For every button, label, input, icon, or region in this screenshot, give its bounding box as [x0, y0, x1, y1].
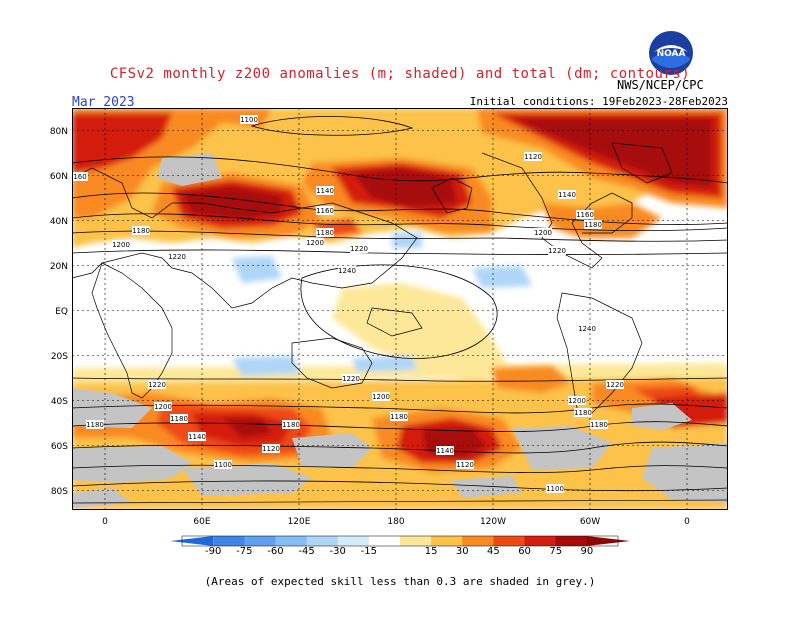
lon-label-60e: 60E: [193, 517, 210, 527]
svg-text:1180: 1180: [86, 421, 104, 429]
initial-conditions: Initial conditions: 19Feb2023-28Feb2023: [469, 95, 728, 108]
svg-text:1200: 1200: [306, 239, 324, 247]
colorbar: [170, 535, 630, 547]
height-contours: [72, 116, 728, 492]
lon-label-0: 0: [102, 517, 108, 527]
coastlines: [72, 142, 728, 504]
colorbar-cell: [213, 536, 245, 546]
colorbar-cell: [337, 536, 370, 546]
colorbar-tick-label: 90: [580, 546, 594, 557]
svg-text:1180: 1180: [584, 221, 602, 229]
lon-label-60w: 60W: [580, 517, 600, 527]
svg-text:1100: 1100: [546, 485, 564, 493]
logo-text: NOAA: [657, 49, 686, 59]
svg-text:1160: 1160: [576, 211, 594, 219]
colorbar-tick-label: 30: [455, 546, 469, 557]
colorbar-tick-label: 15: [424, 546, 438, 557]
svg-text:1240: 1240: [578, 325, 596, 333]
colorbar-tick-label: 75: [549, 546, 563, 557]
svg-text:1180: 1180: [132, 227, 150, 235]
colorbar-cell: [431, 536, 463, 546]
colorbar-cell: [368, 536, 401, 546]
svg-text:1200: 1200: [568, 397, 586, 405]
anomaly-shading-north: [72, 108, 728, 248]
map-frame: [72, 108, 728, 510]
colorbar-tick-label: -45: [298, 546, 315, 557]
svg-text:1140: 1140: [558, 191, 576, 199]
colorbar-tick-label: -30: [329, 546, 346, 557]
colorbar-tick-label: -15: [360, 546, 378, 557]
svg-text:1140: 1140: [316, 187, 334, 195]
colorbar-cell: [306, 536, 339, 546]
svg-text:1220: 1220: [148, 381, 166, 389]
lon-label-120w: 120W: [480, 517, 506, 527]
svg-text:1180: 1180: [390, 413, 408, 421]
svg-text:1100: 1100: [214, 461, 232, 469]
noaa-logo: NOAA: [649, 31, 693, 75]
colorbar-cell: [462, 536, 494, 546]
low-skill-grey: [72, 153, 728, 508]
svg-text:1100: 1100: [240, 116, 258, 124]
svg-text:1200: 1200: [534, 229, 552, 237]
lon-label-0-east: 0: [684, 517, 690, 527]
svg-text:1240: 1240: [338, 267, 356, 275]
svg-text:1180: 1180: [282, 421, 300, 429]
svg-text:1180: 1180: [590, 421, 608, 429]
chart-title: CFSv2 monthly z200 anomalies (m; shaded)…: [109, 66, 691, 82]
svg-text:160: 160: [73, 173, 86, 181]
grid-lines: [72, 108, 728, 510]
colorbar-cell: [524, 536, 557, 546]
lat-label-40n: 40N: [50, 217, 68, 227]
colorbar-tick-label: 60: [518, 546, 531, 557]
lat-label-80s: 80S: [51, 487, 68, 497]
svg-text:1180: 1180: [170, 415, 188, 423]
svg-text:1220: 1220: [342, 375, 360, 383]
svg-text:1220: 1220: [168, 253, 186, 261]
lon-label-180: 180: [387, 517, 404, 527]
svg-text:1120: 1120: [456, 461, 474, 469]
lat-label-20s: 20S: [51, 352, 68, 362]
colorbar-cells: [170, 536, 630, 546]
colorbar-cell: [244, 536, 276, 546]
lat-label-40s: 40S: [51, 397, 68, 407]
colorbar-tick-label: -60: [267, 546, 284, 557]
svg-text:1140: 1140: [188, 433, 206, 441]
svg-text:1140: 1140: [436, 447, 454, 455]
colorbar-cell: [170, 536, 214, 546]
agency-label: NWS/NCEP/CPC: [617, 78, 704, 92]
colorbar-tick-label: 45: [487, 546, 500, 557]
lat-label-20n: 20N: [50, 262, 68, 272]
svg-text:1220: 1220: [548, 247, 566, 255]
lon-label-120e: 120E: [288, 517, 311, 527]
colorbar-cell: [555, 536, 588, 546]
colorbar-cell: [275, 536, 308, 546]
svg-text:1200: 1200: [112, 241, 130, 249]
axis-labels: 80N 60N 40N 20N EQ 20S 40S 60S 80S 0 60E…: [50, 127, 690, 527]
anomaly-map: 1100 1120 1140 1140 1160 1160 1180 1180 …: [72, 108, 728, 510]
colorbar-tick-label: -75: [236, 546, 253, 557]
svg-text:1180: 1180: [574, 409, 592, 417]
svg-text:1160: 1160: [316, 207, 334, 215]
svg-text:1180: 1180: [316, 229, 334, 237]
colorbar-cell: [586, 536, 630, 546]
svg-text:1220: 1220: [350, 245, 368, 253]
colorbar-tick-label: -90: [204, 546, 222, 557]
lat-label-60s: 60S: [51, 442, 68, 452]
lat-label-eq: EQ: [55, 307, 68, 317]
colorbar-cell: [493, 536, 526, 546]
svg-text:1220: 1220: [606, 381, 624, 389]
svg-text:1120: 1120: [524, 153, 542, 161]
colorbar-cell: [400, 536, 432, 546]
forecast-month: Mar 2023: [72, 95, 135, 110]
lat-label-80n: 80N: [50, 127, 68, 137]
svg-text:1120: 1120: [262, 445, 280, 453]
lat-label-60n: 60N: [50, 172, 68, 182]
skill-note: (Areas of expected skill less than 0.3 a…: [204, 575, 596, 588]
svg-text:1200: 1200: [154, 403, 172, 411]
contour-labels: 1100 1120 1140 1140 1160 1160 1180 1180 …: [72, 115, 624, 493]
svg-text:1200: 1200: [372, 393, 390, 401]
